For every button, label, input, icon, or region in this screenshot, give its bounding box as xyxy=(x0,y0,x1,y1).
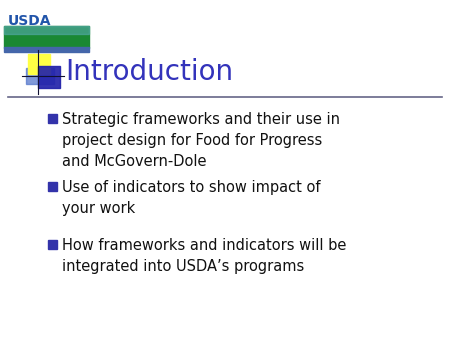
Bar xyxy=(26,68,54,84)
Text: Strategic frameworks and their use in
project design for Food for Progress
and M: Strategic frameworks and their use in pr… xyxy=(62,112,340,169)
Bar xyxy=(4,26,89,34)
Bar xyxy=(48,240,57,249)
Bar xyxy=(4,47,89,52)
Bar xyxy=(48,114,57,123)
Bar xyxy=(48,182,57,191)
Bar xyxy=(0,0,100,52)
Text: USDA: USDA xyxy=(8,14,51,28)
Text: Introduction: Introduction xyxy=(65,58,233,86)
Text: Use of indicators to show impact of
your work: Use of indicators to show impact of your… xyxy=(62,180,320,216)
Bar xyxy=(28,54,50,74)
Bar xyxy=(38,66,60,88)
Text: How frameworks and indicators will be
integrated into USDA’s programs: How frameworks and indicators will be in… xyxy=(62,238,346,274)
Bar xyxy=(4,26,89,48)
